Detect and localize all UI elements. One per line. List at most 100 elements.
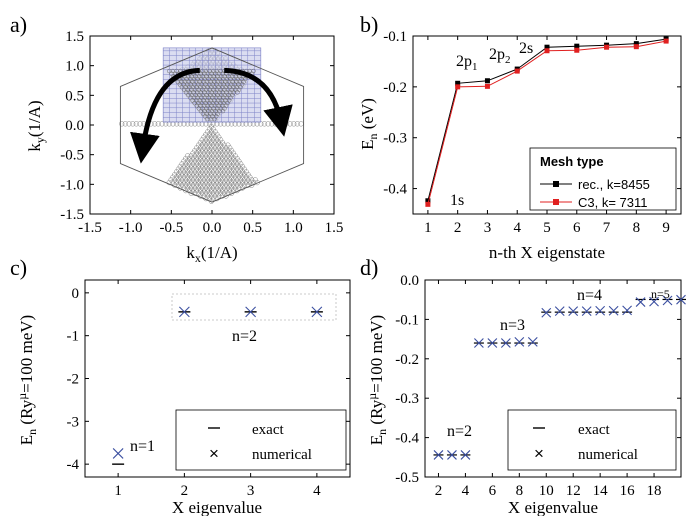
mesh-circle	[211, 127, 216, 132]
legend-label-exact-c: exact	[252, 422, 284, 438]
legend-marker-rec	[553, 181, 559, 187]
x-tick-label: 12	[566, 483, 581, 499]
x-tick-label: 1	[424, 220, 432, 236]
x-tick-label: 6	[573, 220, 581, 236]
x-tick-label: 5	[543, 220, 551, 236]
mesh-circle	[229, 148, 234, 153]
x-tick-label: 16	[620, 483, 636, 499]
legend-marker-numerical-d: ×	[534, 444, 544, 463]
annotation-2p2: 2p2	[489, 46, 511, 66]
x-tick-label: 9	[662, 220, 670, 236]
x-tick-label: -1.0	[119, 220, 143, 236]
y-tick-label: -1.0	[60, 177, 84, 193]
annotation-2s: 2s	[519, 40, 533, 57]
data-point	[455, 84, 460, 89]
y-tick-label: 1.0	[65, 59, 84, 75]
y-tick-label: 0.0	[400, 273, 419, 289]
annotation-1s: 1s	[450, 192, 464, 209]
y-axis-label-c: En (Ryµ=100 meV)	[15, 315, 39, 445]
y-tick-label: -0.5	[60, 148, 84, 164]
y-tick-label: -0.3	[395, 391, 419, 407]
y-axis-label-a: ky(1/A)	[25, 100, 47, 151]
x-tick-label: 10	[539, 483, 554, 499]
x-tick-label: 1.5	[325, 220, 344, 236]
numerical-marker	[528, 337, 537, 346]
y-tick-label: 0	[72, 286, 80, 302]
x-tick-label: 2	[454, 220, 462, 236]
mesh-circle	[236, 159, 241, 164]
numerical-marker	[623, 306, 632, 315]
numerical-marker	[555, 307, 564, 316]
mesh-circle	[233, 153, 238, 158]
x-tick-label: 4	[462, 483, 470, 499]
x-tick-label: -0.5	[159, 220, 183, 236]
panel-b: 1 2 3 4 5 6 7 8 9-0.1-0.2-0.3-0.4 1s 2p1 2p2 2s …	[358, 29, 681, 262]
y-tick-label: -0.4	[383, 182, 407, 198]
panel-label-b: b)	[360, 12, 378, 37]
y-tick-label: -0.4	[395, 431, 419, 447]
panel-c: 1 2 3 40-1-2-3-4 n=1 n=2 exact × numerical …	[15, 280, 350, 516]
data-point	[604, 45, 609, 50]
y-tick-label: -0.2	[395, 352, 419, 368]
mesh-circle	[218, 137, 223, 142]
y-tick-label: -1.5	[60, 207, 84, 223]
x-tick-label: 0.0	[203, 220, 222, 236]
legend-label-numerical-d: numerical	[578, 447, 638, 463]
x-tick-label: 3	[247, 483, 255, 499]
n2-highlight-box	[172, 294, 336, 320]
data-point	[485, 78, 490, 83]
y-tick-label: -0.3	[383, 131, 407, 147]
mesh-circle	[214, 132, 219, 137]
x-tick-label: 2	[181, 483, 189, 499]
legend-label-c3: C3, k= 7311	[578, 195, 648, 210]
legend-marker-numerical-c: ×	[209, 444, 219, 463]
annotation-d-n3: n=3	[500, 317, 525, 334]
mesh-circle	[213, 129, 218, 134]
y-tick-label: -1	[67, 329, 80, 345]
y-tick-label: 0.0	[65, 118, 84, 134]
mesh-circle	[225, 143, 230, 148]
numerical-marker	[113, 448, 123, 458]
mesh-circle	[253, 177, 258, 182]
x-tick-label: 14	[593, 483, 609, 499]
mesh-circle	[220, 140, 225, 145]
legend-marker-c3	[553, 199, 559, 205]
data-point	[664, 39, 669, 44]
mesh-circle	[216, 135, 221, 140]
x-tick-label: 8	[633, 220, 641, 236]
mesh-circle	[244, 169, 249, 174]
panel-label-c: c)	[10, 255, 27, 280]
legend-label-rec: rec., k=8455	[578, 177, 650, 192]
data-point	[634, 44, 639, 49]
panel-label-a: a)	[10, 12, 27, 37]
legend-c: exact × numerical	[176, 410, 346, 470]
x-tick-label: 7	[603, 220, 611, 236]
annotation-c-n2: n=2	[232, 328, 257, 345]
x-axis-label-d: X eigenvalue	[508, 498, 598, 516]
y-tick-label: -4	[67, 457, 80, 473]
x-tick-label: 18	[647, 483, 662, 499]
mesh-circle	[209, 124, 214, 129]
x-tick-label: 1.0	[284, 220, 303, 236]
y-tick-label: -0.1	[383, 29, 407, 45]
x-tick-label: 6	[489, 483, 497, 499]
x-tick-label: 2	[435, 483, 443, 499]
y-tick-label: 0.5	[65, 88, 84, 104]
data-point	[574, 48, 579, 53]
mesh-circle	[299, 121, 304, 126]
numerical-marker	[582, 307, 591, 316]
x-tick-label: 0.5	[243, 220, 262, 236]
x-tick-label: 8	[516, 483, 524, 499]
annotation-d-n5: n=5	[651, 287, 670, 301]
y-tick-label: -0.1	[395, 312, 419, 328]
annotation-d-n2: n=2	[447, 423, 472, 440]
numerical-marker	[596, 306, 605, 315]
data-point	[425, 202, 430, 207]
x-tick-label: 1	[114, 483, 122, 499]
legend-b: Mesh type rec., k=8455 C3, k= 7311	[530, 148, 676, 210]
mesh-circle	[238, 161, 243, 166]
mesh-circle	[235, 156, 240, 161]
x-tick-label: 3	[484, 220, 492, 236]
annotation-c-n1: n=1	[130, 438, 155, 455]
